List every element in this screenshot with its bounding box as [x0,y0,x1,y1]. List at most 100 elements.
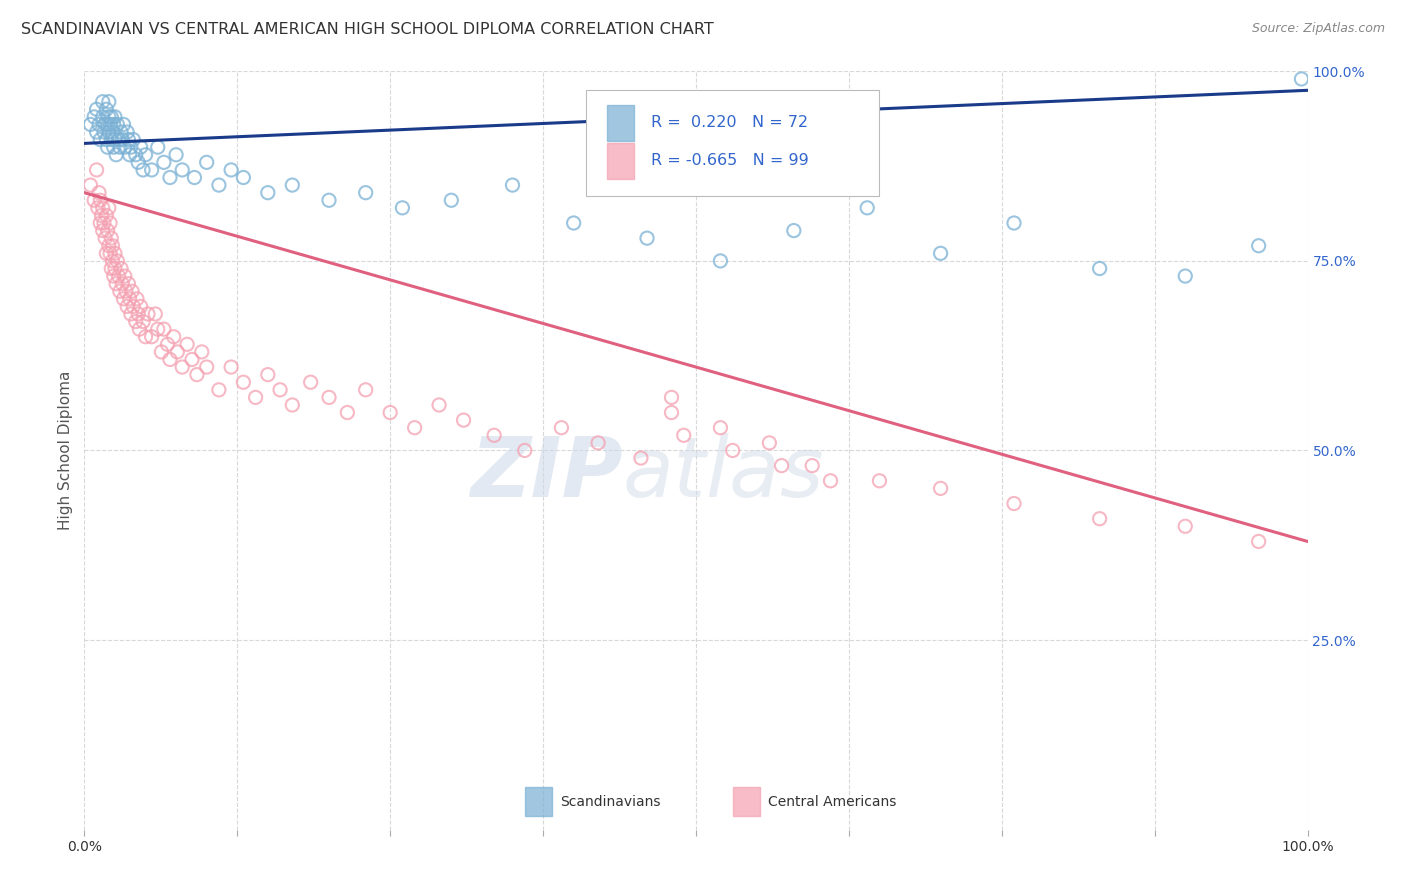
Point [125,314,148,328]
Point [118,148,141,162]
Point [1002,496,1025,510]
Point [112,292,135,306]
Point [97,223,120,237]
Point [96,246,118,260]
Point [153,155,176,169]
Point [636,231,658,245]
Point [100,110,122,124]
Point [257,186,280,200]
Point [132,314,155,328]
Point [89,132,111,146]
Text: Scandinavians: Scandinavians [560,795,661,808]
Point [83,110,105,124]
Point [98,246,121,260]
Point [83,194,105,208]
Point [232,170,254,185]
Point [135,330,157,344]
Point [96,209,118,223]
Point [108,140,131,154]
Point [97,117,120,131]
Point [94,117,117,131]
Point [125,148,148,162]
Point [98,216,121,230]
Point [299,376,322,390]
Point [104,246,127,260]
Point [1002,216,1025,230]
Point [127,307,149,321]
Point [770,458,793,473]
Point [513,443,536,458]
Point [146,322,169,336]
Point [661,405,683,420]
Point [129,300,152,314]
Point [121,285,143,299]
Point [91,223,114,237]
Point [105,148,128,162]
Point [562,216,585,230]
Point [195,359,218,375]
Point [1174,269,1197,284]
Point [661,391,683,405]
Point [96,103,118,117]
Point [336,405,359,420]
Text: R =  0.220   N = 72: R = 0.220 N = 72 [651,115,808,130]
Point [87,117,110,131]
FancyBboxPatch shape [586,90,880,196]
Point [1291,72,1313,87]
Point [281,178,304,193]
Point [104,110,127,124]
Point [87,201,110,215]
Point [156,337,179,351]
Point [630,451,652,466]
Point [128,322,150,336]
Point [245,391,267,405]
Point [117,277,139,291]
Point [709,253,731,268]
Point [93,125,115,139]
Point [86,125,108,139]
Point [354,383,377,397]
Point [820,474,842,488]
Point [117,132,139,146]
Point [97,125,120,139]
Point [146,140,169,154]
Point [97,110,120,124]
Point [97,95,120,109]
Point [502,178,524,193]
Point [269,383,291,397]
Point [132,163,155,178]
Point [404,421,426,435]
FancyBboxPatch shape [524,787,551,816]
Point [150,344,173,359]
Point [91,110,114,124]
Point [550,421,572,435]
Point [105,117,128,131]
Point [191,344,214,359]
Point [783,223,806,237]
Point [93,216,115,230]
Point [195,155,218,169]
Point [115,300,138,314]
Point [115,125,138,139]
Point [112,117,135,131]
Point [110,261,132,276]
Point [114,140,136,154]
Point [1174,519,1197,533]
Point [100,132,122,146]
Point [153,322,176,336]
Point [586,436,609,450]
Point [1088,261,1111,276]
Point [86,163,108,178]
Point [453,413,475,427]
Text: Central Americans: Central Americans [768,795,897,808]
Text: SCANDINAVIAN VS CENTRAL AMERICAN HIGH SCHOOL DIPLOMA CORRELATION CHART: SCANDINAVIAN VS CENTRAL AMERICAN HIGH SC… [21,22,714,37]
Point [94,231,117,245]
Point [114,269,136,284]
Point [758,436,780,450]
Point [79,117,101,131]
Point [166,344,188,359]
Point [105,277,128,291]
Point [165,148,187,162]
Point [101,125,124,139]
Point [97,201,120,215]
